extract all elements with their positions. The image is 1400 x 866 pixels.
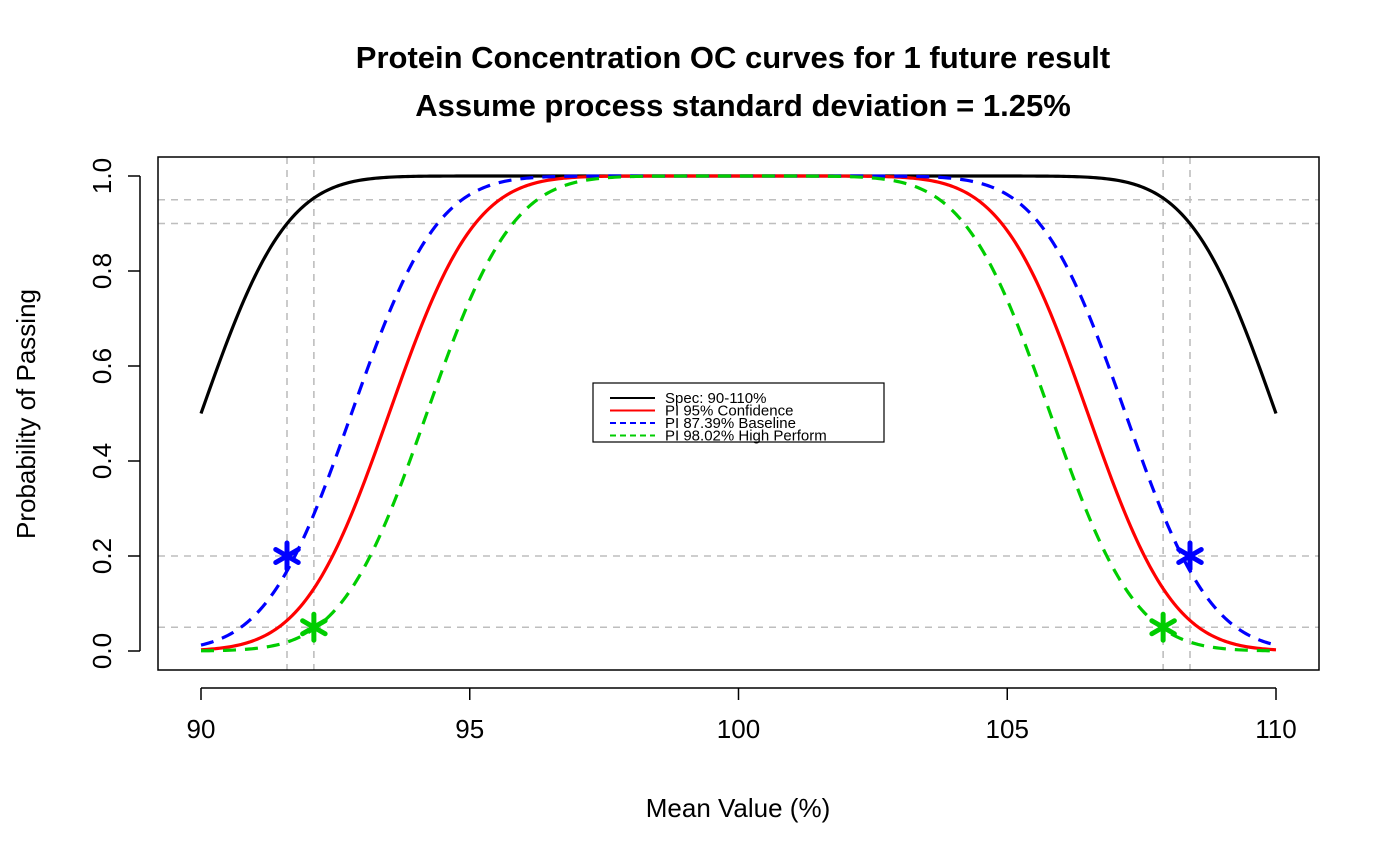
- legend-label-4: PI 98.02% High Perform: [665, 428, 827, 445]
- series-line-4: [200, 174, 1277, 653]
- chart-title: Protein Concentration OC curves for 1 fu…: [356, 40, 1110, 75]
- x-tick-label: 105: [986, 714, 1029, 744]
- series-line-1: [199, 174, 1278, 415]
- x-tick-label: 110: [1255, 714, 1296, 744]
- reference-lines: [158, 157, 1319, 670]
- marker-asterisk-4: [1149, 611, 1177, 643]
- x-axis-label: Mean Value (%): [646, 793, 831, 823]
- markers: [273, 540, 1204, 643]
- y-tick-label: 1.0: [87, 158, 117, 194]
- y-axis-label: Probability of Passing: [11, 289, 41, 539]
- y-tick-label: 0.6: [87, 348, 117, 384]
- marker-asterisk-1: [273, 540, 301, 572]
- y-tick-label: 0.4: [87, 443, 117, 479]
- x-tick-label: 100: [717, 714, 760, 744]
- y-tick-label: 0.0: [87, 633, 117, 669]
- x-tick-label: 90: [187, 714, 216, 744]
- series-line-2: [200, 174, 1277, 652]
- y-tick-label: 0.8: [87, 253, 117, 289]
- legend-box: [592, 382, 885, 443]
- marker-asterisk-2: [1176, 540, 1204, 572]
- legend-label-3: PI 87.39% Baseline: [665, 415, 796, 432]
- legend-label-2: PI 95% Confidence: [665, 403, 793, 420]
- series-lines: [199, 174, 1278, 653]
- y-axis: 0.0 0.2 0.4 0.6 0.8 1.0: [87, 158, 141, 669]
- y-tick-label: 0.2: [87, 538, 117, 574]
- x-tick-label: 95: [455, 714, 484, 744]
- plot-frame: [157, 156, 1320, 671]
- legend-label-1: Spec: 90-110%: [665, 390, 766, 407]
- marker-asterisk-3: [300, 611, 328, 643]
- x-axis: 90 95 100 105 110: [187, 687, 1297, 744]
- chart-subtitle: Assume process standard deviation = 1.25…: [415, 88, 1071, 123]
